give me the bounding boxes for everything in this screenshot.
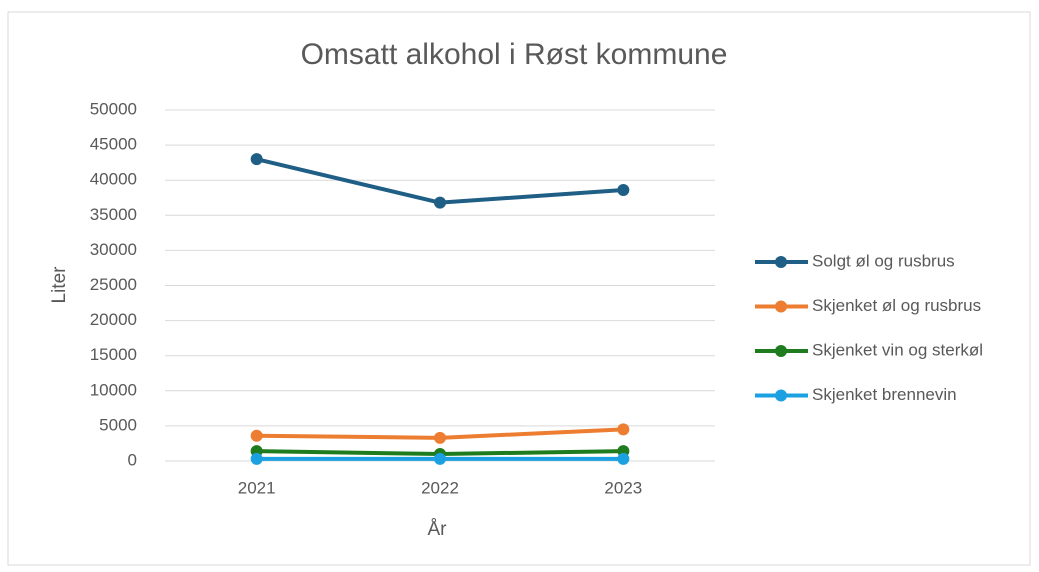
y-tick-label: 10000 [90,380,137,399]
y-tick-label: 5000 [99,415,137,434]
legend-label: Skjenket vin og sterkøl [812,340,983,359]
y-axis-label: Liter [49,266,70,304]
data-point [434,431,446,444]
y-tick-label: 20000 [90,310,137,329]
data-point [617,184,630,197]
data-point [617,423,630,436]
legend-label: Skjenket brennevin [812,385,957,404]
x-axis-label: År [428,519,448,540]
legend-marker [775,300,787,313]
data-point [250,429,263,442]
data-point [250,153,263,166]
data-point [617,452,630,465]
data-point [250,452,263,465]
y-tick-label: 0 [128,450,137,469]
y-tick-label: 50000 [90,99,137,118]
legend-marker [775,345,787,357]
x-tick-label: 2022 [421,478,459,497]
legend-marker [775,256,787,268]
legend-marker [775,389,787,402]
y-tick-label: 40000 [90,170,137,189]
x-tick-label: 2021 [238,478,276,497]
chart-border [7,11,1031,566]
y-tick-label: 35000 [90,205,137,224]
x-tick-label: 2023 [604,478,642,497]
y-tick-label: 15000 [90,345,137,364]
y-tick-label: 25000 [90,275,137,294]
y-tick-label: 30000 [90,240,137,259]
y-tick-label: 45000 [90,135,137,154]
chart-title: Omsatt alkohol i Røst kommune [301,38,728,71]
legend-label: Solgt øl og rusbrus [812,251,955,270]
legend-label: Skjenket øl og rusbrus [812,296,981,315]
data-point [434,452,446,465]
data-point [434,196,446,209]
